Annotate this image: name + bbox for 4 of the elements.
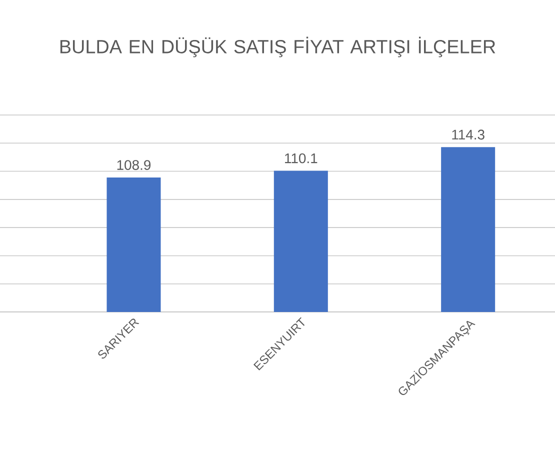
data-label: 108.9 [117, 160, 151, 170]
data-label: 110.1 [285, 153, 318, 164]
chart-title: BULDA EN DÜŞÜK SATIŞ FİYAT ARTIŞI İLÇELER [60, 36, 496, 58]
data-label: 114.3 [452, 130, 484, 140]
